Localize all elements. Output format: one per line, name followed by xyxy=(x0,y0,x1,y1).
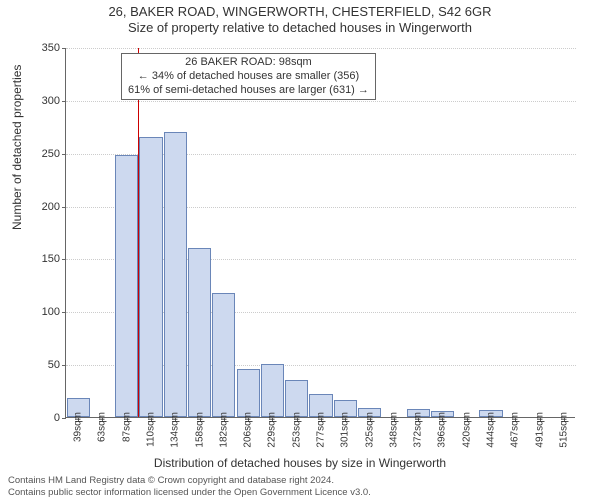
title-block: 26, BAKER ROAD, WINGERWORTH, CHESTERFIEL… xyxy=(0,4,600,37)
marker-line xyxy=(138,48,139,417)
gridline xyxy=(66,101,576,102)
histogram-bar xyxy=(164,132,187,417)
ytick-mark xyxy=(62,312,66,313)
ytick-label: 0 xyxy=(20,412,60,424)
ytick-label: 100 xyxy=(20,306,60,318)
xtick-label: 325sqm xyxy=(364,412,375,448)
footer-line-2: Contains public sector information licen… xyxy=(8,487,371,498)
title-subtitle: Size of property relative to detached ho… xyxy=(0,20,600,36)
xtick-label: 301sqm xyxy=(340,412,351,448)
xtick-label: 515sqm xyxy=(558,412,569,448)
ytick-label: 150 xyxy=(20,253,60,265)
histogram-bar xyxy=(261,364,284,417)
xtick-label: 253sqm xyxy=(291,412,302,448)
xtick-label: 182sqm xyxy=(218,412,229,448)
chart-area: 05010015020025030035039sqm63sqm87sqm110s… xyxy=(65,48,575,418)
title-address: 26, BAKER ROAD, WINGERWORTH, CHESTERFIEL… xyxy=(0,4,600,20)
histogram-bar xyxy=(115,155,138,417)
ytick-mark xyxy=(62,365,66,366)
ytick-label: 250 xyxy=(20,148,60,160)
histogram-bar xyxy=(212,293,235,417)
xtick-label: 420sqm xyxy=(461,412,472,448)
xtick-label: 87sqm xyxy=(121,412,132,442)
xtick-label: 444sqm xyxy=(486,412,497,448)
xtick-label: 134sqm xyxy=(170,412,181,448)
ytick-label: 350 xyxy=(20,42,60,54)
ytick-mark xyxy=(62,207,66,208)
histogram-bar xyxy=(139,137,162,417)
xtick-label: 396sqm xyxy=(437,412,448,448)
xtick-label: 277sqm xyxy=(316,412,327,448)
xtick-label: 372sqm xyxy=(413,412,424,448)
xtick-label: 110sqm xyxy=(146,412,157,447)
ytick-label: 300 xyxy=(20,95,60,107)
xtick-label: 467sqm xyxy=(510,412,521,448)
ytick-mark xyxy=(62,418,66,419)
annotation-line: 61% of semi-detached houses are larger (… xyxy=(128,84,369,98)
ytick-label: 200 xyxy=(20,201,60,213)
annotation-line: ← 34% of detached houses are smaller (35… xyxy=(128,70,369,84)
xtick-label: 491sqm xyxy=(534,412,545,448)
xtick-label: 158sqm xyxy=(194,412,205,448)
xtick-label: 63sqm xyxy=(97,412,108,442)
xtick-label: 348sqm xyxy=(388,412,399,448)
footer-line-1: Contains HM Land Registry data © Crown c… xyxy=(8,475,371,486)
chart-container: 26, BAKER ROAD, WINGERWORTH, CHESTERFIEL… xyxy=(0,0,600,500)
xtick-label: 39sqm xyxy=(73,412,84,442)
gridline xyxy=(66,48,576,49)
ytick-mark xyxy=(62,101,66,102)
footer-attribution: Contains HM Land Registry data © Crown c… xyxy=(8,475,371,498)
plot-region: 05010015020025030035039sqm63sqm87sqm110s… xyxy=(65,48,575,418)
ytick-mark xyxy=(62,259,66,260)
ytick-mark xyxy=(62,48,66,49)
ytick-mark xyxy=(62,154,66,155)
xtick-label: 206sqm xyxy=(243,412,254,448)
x-axis-label: Distribution of detached houses by size … xyxy=(0,456,600,470)
histogram-bar xyxy=(188,248,211,417)
histogram-bar xyxy=(237,369,260,417)
annotation-line: 26 BAKER ROAD: 98sqm xyxy=(128,56,369,70)
ytick-label: 50 xyxy=(20,359,60,371)
annotation-box: 26 BAKER ROAD: 98sqm← 34% of detached ho… xyxy=(121,53,376,100)
xtick-label: 229sqm xyxy=(267,412,278,448)
